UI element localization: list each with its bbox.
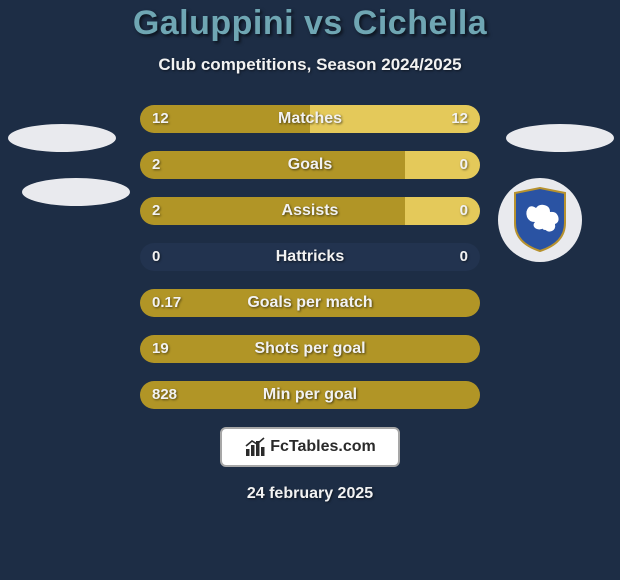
bars-chart-icon — [244, 436, 266, 458]
placeholder-oval-left-2 — [22, 178, 130, 206]
stat-value-left: 2 — [152, 197, 160, 225]
stat-value-left: 828 — [152, 381, 177, 409]
brand-text: FcTables.com — [270, 438, 376, 456]
stat-label: Matches — [140, 105, 480, 133]
footer-date: 24 february 2025 — [0, 485, 620, 503]
placeholder-oval-left-1 — [8, 124, 116, 152]
stat-label: Goals per match — [140, 289, 480, 317]
comparison-infographic: Galuppini vs Cichella Club competitions,… — [0, 0, 620, 580]
stat-row-goals-per-match: Goals per match0.17 — [140, 289, 480, 317]
stat-value-left: 0 — [152, 243, 160, 271]
stat-value-right: 0 — [460, 151, 468, 179]
stat-row-assists: Assists2 0 — [140, 197, 480, 225]
stat-label: Shots per goal — [140, 335, 480, 363]
stat-label: Min per goal — [140, 381, 480, 409]
subtitle: Club competitions, Season 2024/2025 — [0, 55, 620, 75]
stat-value-right: 0 — [460, 197, 468, 225]
page-title: Galuppini vs Cichella — [0, 4, 620, 43]
stat-row-min-per-goal: Min per goal828 — [140, 381, 480, 409]
stat-value-left: 0.17 — [152, 289, 181, 317]
stat-value-left: 12 — [152, 105, 169, 133]
stat-value-right: 12 — [451, 105, 468, 133]
stat-row-matches: Matches12 12 — [140, 105, 480, 133]
placeholder-oval-right-1 — [506, 124, 614, 152]
stat-value-left: 19 — [152, 335, 169, 363]
stat-row-shots-per-goal: Shots per goal19 — [140, 335, 480, 363]
club-crest-frosinone — [498, 178, 582, 262]
stat-row-hattricks: Hattricks0 0 — [140, 243, 480, 271]
stat-label: Goals — [140, 151, 480, 179]
brand-badge: FcTables.com — [220, 427, 400, 467]
stat-label: Hattricks — [140, 243, 480, 271]
comparison-bars: Matches1212Goals20Assists20Hattricks00Go… — [140, 105, 480, 409]
stat-label: Assists — [140, 197, 480, 225]
stat-value-left: 2 — [152, 151, 160, 179]
stat-row-goals: Goals2 0 — [140, 151, 480, 179]
shield-icon — [511, 187, 569, 253]
stat-value-right: 0 — [460, 243, 468, 271]
